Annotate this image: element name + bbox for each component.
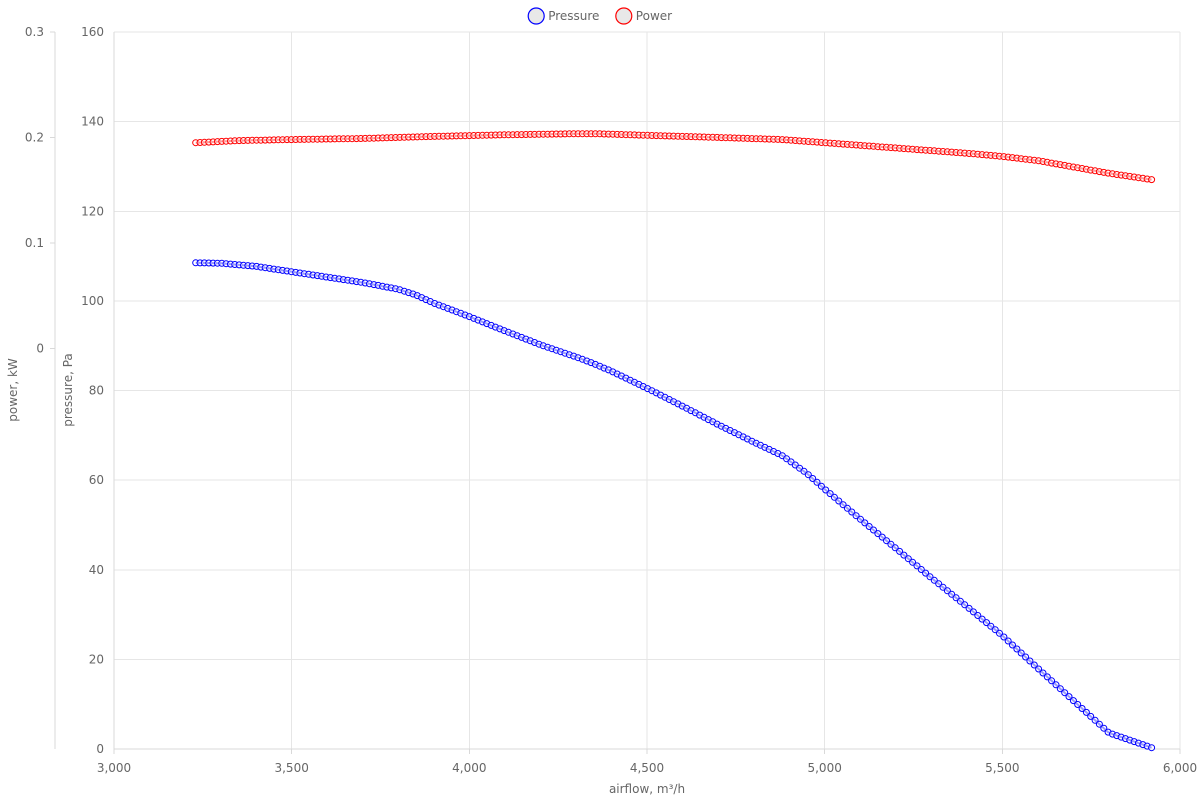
pressure-point <box>830 493 838 501</box>
pressure-point <box>909 558 917 566</box>
pressure-point <box>1009 641 1016 649</box>
power-tick-label: 0.2 <box>25 130 44 144</box>
pressure-point <box>1004 637 1012 645</box>
pressure-point <box>822 486 830 494</box>
power-tick-label: 0.1 <box>25 236 44 250</box>
pressure-point <box>1056 685 1064 693</box>
x-tick-label: 4,000 <box>452 761 486 775</box>
pressure-point <box>1052 681 1060 689</box>
x-tick-label: 3,000 <box>97 761 131 775</box>
pressure-point <box>978 615 986 623</box>
pressure-point <box>1022 653 1030 661</box>
pressure-point <box>900 551 908 559</box>
pressure-point <box>1030 661 1038 669</box>
pressure-point <box>839 501 847 509</box>
pressure-point <box>852 512 860 520</box>
series-layer <box>192 130 1156 752</box>
pressure-point <box>1017 649 1025 657</box>
pressure-point <box>1061 689 1069 697</box>
pressure-series <box>192 259 1156 752</box>
pressure-point <box>883 537 890 545</box>
x-tick-label: 5,000 <box>807 761 841 775</box>
legend-swatch-pressure <box>527 7 545 25</box>
pressure-point <box>1039 669 1047 677</box>
pressure-point <box>961 601 969 609</box>
pressure-point <box>1100 724 1108 732</box>
legend-item-power[interactable]: Power <box>615 7 672 25</box>
pressure-point <box>826 490 834 498</box>
x-tick-label: 5,500 <box>985 761 1019 775</box>
pressure-tick-label: 80 <box>89 384 104 398</box>
pressure-point <box>813 478 821 486</box>
pressure-point <box>848 508 856 516</box>
pressure-point <box>1026 657 1034 665</box>
pressure-line <box>195 261 1152 749</box>
pressure-point <box>804 471 812 479</box>
axis-layer: 0 20 40 60 80 100 120 140 160 3,000 3,500 4,000 4,50… <box>25 25 1197 775</box>
pressure-point <box>870 526 877 534</box>
power-axis-title: power, kW <box>6 358 20 422</box>
pressure-point <box>817 482 825 490</box>
pressure-point <box>809 475 817 482</box>
legend[interactable]: Pressure Power <box>527 7 672 25</box>
legend-label-pressure: Pressure <box>548 9 599 23</box>
pressure-point <box>930 576 938 584</box>
power-point <box>1148 176 1156 184</box>
pressure-point <box>1035 665 1043 673</box>
x-tick-label: 6,000 <box>1163 761 1197 775</box>
pressure-tick-label: 160 <box>81 25 104 39</box>
pressure-point <box>896 547 904 555</box>
pressure-point <box>1065 693 1073 701</box>
pressure-point <box>1087 712 1095 720</box>
pressure-point <box>1095 720 1103 728</box>
pressure-point <box>1069 697 1077 705</box>
pressure-point <box>861 519 869 527</box>
pressure-point <box>1074 701 1082 708</box>
legend-swatch-power <box>615 7 633 25</box>
pressure-point <box>891 544 899 552</box>
pressure-tick-label: 120 <box>81 204 104 218</box>
pressure-point <box>948 590 956 598</box>
power-series <box>192 130 1156 184</box>
pressure-point <box>1082 708 1090 716</box>
pressure-point <box>1000 633 1008 641</box>
pressure-point <box>1148 744 1156 752</box>
pressure-axis-title: pressure, Pa <box>61 353 75 427</box>
pressure-tick-label: 100 <box>81 294 104 308</box>
pressure-point <box>969 608 977 616</box>
pressure-point <box>835 497 843 505</box>
power-tick-label: 0 <box>36 341 44 355</box>
pressure-point <box>996 629 1003 637</box>
pressure-point <box>922 569 930 577</box>
x-axis-title: airflow, m³/h <box>609 782 685 796</box>
legend-label-power: Power <box>636 9 672 23</box>
pressure-tick-label: 140 <box>81 115 104 129</box>
pressure-tick-label: 0 <box>96 742 104 756</box>
pressure-point <box>939 583 947 591</box>
pressure-point <box>1043 673 1051 681</box>
pressure-point <box>843 504 851 512</box>
pressure-point <box>1048 677 1056 685</box>
pressure-point <box>987 622 995 630</box>
pressure-point <box>878 533 886 541</box>
pressure-point <box>1078 705 1086 712</box>
pressure-point <box>1013 645 1021 653</box>
pressure-tick-label: 60 <box>89 473 104 487</box>
pressure-point <box>1091 716 1099 724</box>
x-tick-label: 3,500 <box>274 761 308 775</box>
pressure-point <box>857 515 864 523</box>
x-tick-label: 4,500 <box>630 761 664 775</box>
legend-item-pressure[interactable]: Pressure <box>527 7 599 25</box>
pressure-point <box>983 619 990 627</box>
pressure-tick-label: 40 <box>89 563 104 577</box>
pressure-tick-label: 20 <box>89 652 104 666</box>
power-tick-label: 0.3 <box>25 25 44 39</box>
